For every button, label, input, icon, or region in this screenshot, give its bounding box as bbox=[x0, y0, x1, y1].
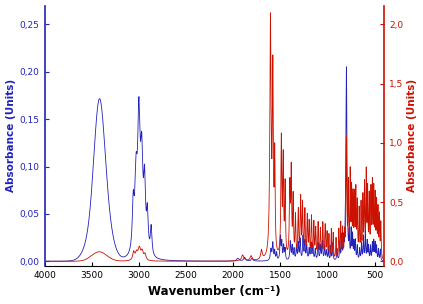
Y-axis label: Absorbance (Units): Absorbance (Units) bbox=[5, 79, 16, 192]
Y-axis label: Absorbance (Units): Absorbance (Units) bbox=[407, 79, 418, 192]
X-axis label: Wavenumber (cm⁻¹): Wavenumber (cm⁻¹) bbox=[148, 285, 281, 299]
